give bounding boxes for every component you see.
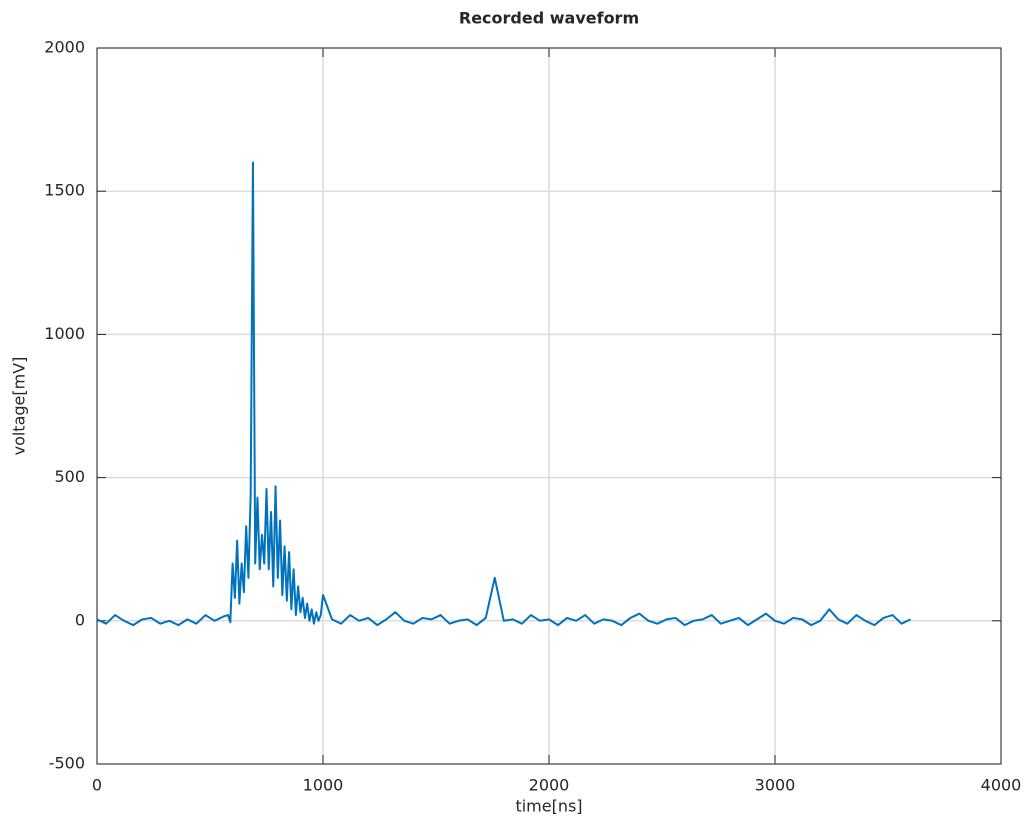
x-tick-label: 0 (92, 776, 102, 795)
y-tick-label: 0 (75, 610, 85, 629)
y-tick-label: 2000 (44, 38, 85, 57)
y-tick-label: -500 (49, 754, 85, 773)
x-tick-label: 1000 (303, 776, 344, 795)
plot-frame (96, 47, 1002, 765)
y-axis-label: voltage[mV] (10, 357, 29, 456)
y-tick-label: 1500 (44, 181, 85, 200)
x-tick-label: 3000 (755, 776, 796, 795)
waveform-line (96, 161, 912, 627)
chart-title: Recorded waveform (459, 9, 639, 28)
x-tick-label: 2000 (529, 776, 570, 795)
y-tick-label: 500 (54, 467, 85, 486)
x-tick-label: 4000 (981, 776, 1022, 795)
x-axis-label: time[ns] (515, 797, 582, 816)
y-tick-label: 1000 (44, 324, 85, 343)
